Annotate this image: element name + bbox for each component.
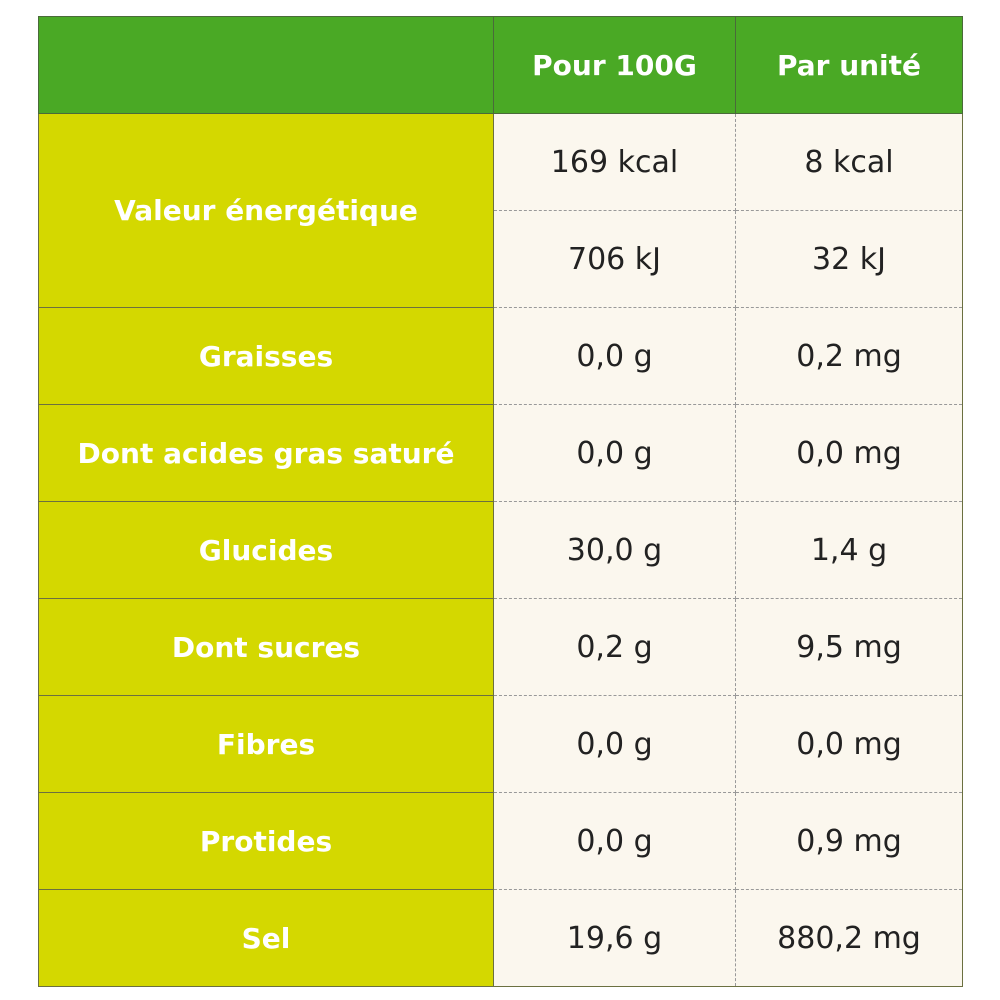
- value-per-100g: 0,0 g: [493, 307, 736, 405]
- energy-kj-per-100g: 706 kJ: [493, 210, 736, 308]
- table-row-energy-kcal: Valeur énergétique 169 kcal 8 kcal: [38, 113, 963, 308]
- value-per-unit: 9,5 mg: [735, 598, 963, 696]
- table-row-energy-kj: 706 kJ 32 kJ: [39, 210, 963, 308]
- energy-kj-per-unit: 32 kJ: [735, 210, 963, 308]
- table-row: Glucides 30,0 g 1,4 g: [38, 501, 963, 599]
- value-per-unit: 1,4 g: [735, 501, 963, 599]
- row-label: Glucides: [38, 501, 494, 599]
- table-row: Dont sucres 0,2 g 9,5 mg: [38, 598, 963, 696]
- row-label-energy: Valeur énergétique: [38, 113, 494, 308]
- header-per-unit: Par unité: [735, 16, 963, 114]
- table-row: Protides 0,0 g 0,9 mg: [38, 792, 963, 890]
- value-per-100g: 0,0 g: [493, 792, 736, 890]
- table-row: Dont acides gras saturé 0,0 g 0,0 mg: [38, 404, 963, 502]
- value-per-100g: 0,0 g: [493, 695, 736, 793]
- header-empty: [38, 16, 494, 114]
- header-row: Pour 100G Par unité: [38, 16, 963, 114]
- row-label: Dont sucres: [38, 598, 494, 696]
- value-per-unit: 0,0 mg: [735, 695, 963, 793]
- energy-kcal-per-unit: 8 kcal: [735, 113, 963, 211]
- energy-kcal-per-100g: 169 kcal: [493, 113, 736, 211]
- table-row: Graisses 0,0 g 0,2 mg: [38, 307, 963, 405]
- value-per-100g: 0,0 g: [493, 404, 736, 502]
- value-per-unit: 0,9 mg: [735, 792, 963, 890]
- nutrition-table: Pour 100G Par unité Valeur énergétique 1…: [38, 16, 963, 987]
- value-per-unit: 880,2 mg: [735, 889, 963, 987]
- value-per-100g: 30,0 g: [493, 501, 736, 599]
- table-row: Fibres 0,0 g 0,0 mg: [38, 695, 963, 793]
- header-per-100g: Pour 100G: [493, 16, 736, 114]
- row-label: Dont acides gras saturé: [38, 404, 494, 502]
- value-per-100g: 0,2 g: [493, 598, 736, 696]
- table-row: Sel 19,6 g 880,2 mg: [38, 889, 963, 987]
- row-label: Fibres: [38, 695, 494, 793]
- row-label: Protides: [38, 792, 494, 890]
- value-per-unit: 0,0 mg: [735, 404, 963, 502]
- row-label: Graisses: [38, 307, 494, 405]
- value-per-100g: 19,6 g: [493, 889, 736, 987]
- row-label: Sel: [38, 889, 494, 987]
- value-per-unit: 0,2 mg: [735, 307, 963, 405]
